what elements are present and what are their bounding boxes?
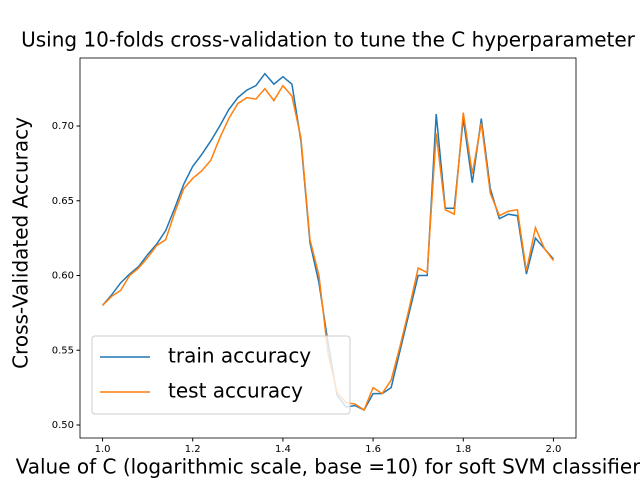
y-tick-label: 0.50: [52, 420, 74, 431]
x-tick-label: 1.8: [455, 444, 471, 455]
y-axis-label: Cross-Validated Accuracy: [9, 117, 33, 369]
x-tick-label: 1.2: [185, 444, 201, 455]
x-tick-label: 1.6: [365, 444, 381, 455]
y-tick-label: 0.70: [52, 121, 74, 132]
legend-label: train accuracy: [168, 344, 311, 368]
x-tick-label: 1.0: [95, 444, 111, 455]
y-tick-label: 0.65: [52, 196, 74, 207]
chart-title: Using 10-folds cross-validation to tune …: [21, 28, 636, 52]
legend-box: [91, 335, 351, 415]
y-tick-label: 0.60: [52, 271, 74, 282]
x-tick-label: 1.4: [275, 444, 291, 455]
y-tick-label: 0.55: [52, 345, 74, 356]
x-axis-label: Value of C (logarithmic scale, base =10)…: [16, 455, 640, 479]
x-tick-label: 2.0: [546, 444, 562, 455]
legend-label: test accuracy: [168, 379, 303, 403]
plot-frame: [79, 57, 577, 439]
